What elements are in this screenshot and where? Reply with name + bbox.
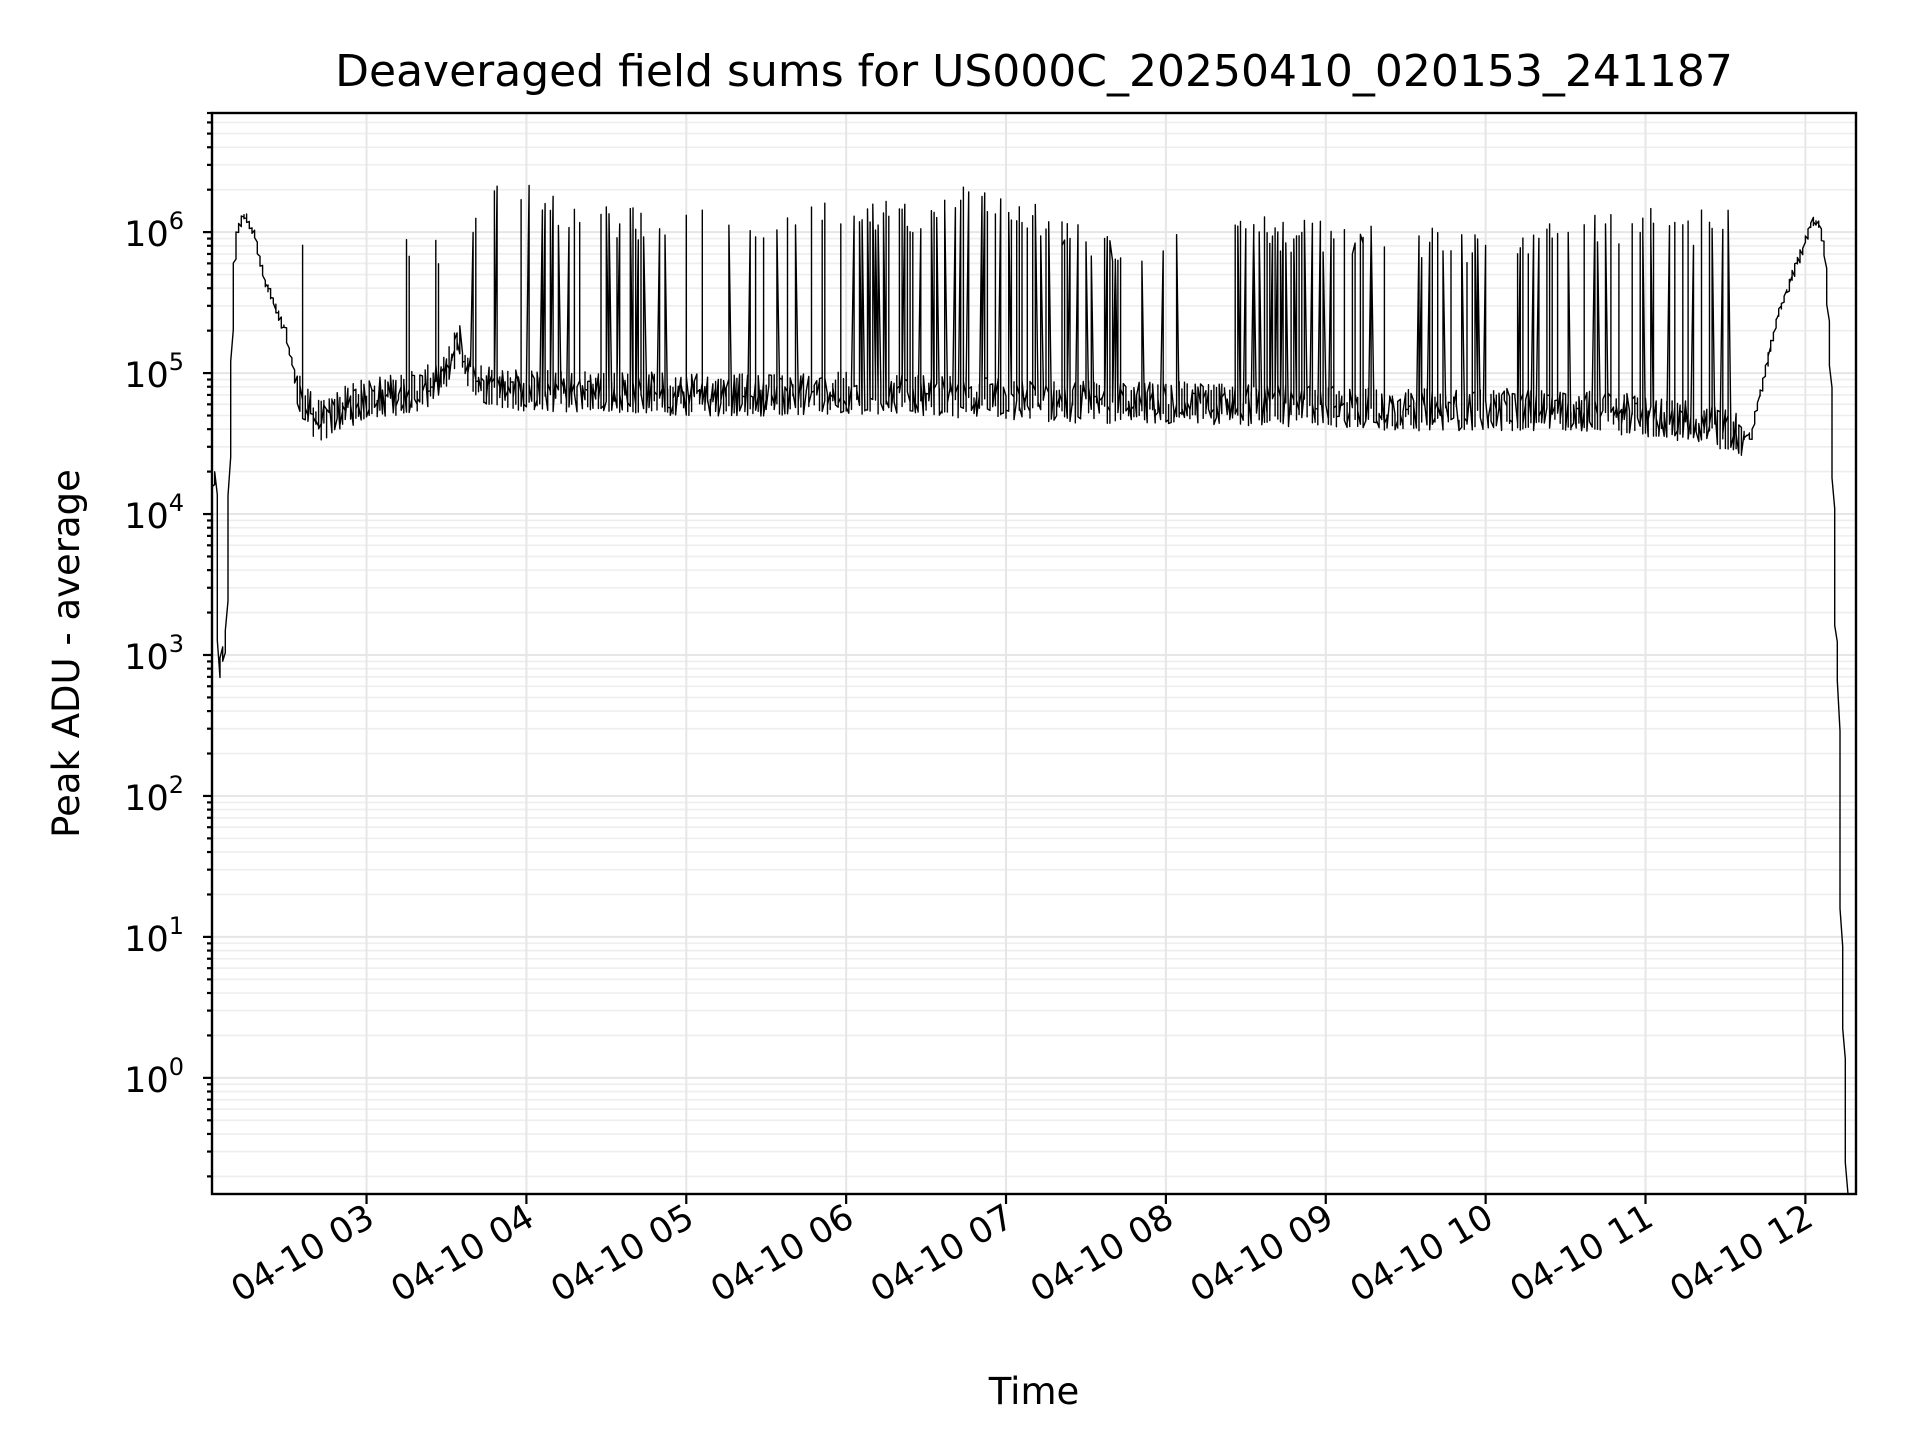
y-tick-exponent: 6 <box>169 207 184 235</box>
y-tick-base: 10 <box>124 356 169 396</box>
y-tick-base: 10 <box>124 920 169 960</box>
y-tick-label: 103 <box>124 630 184 678</box>
series-line <box>211 184 1849 1195</box>
x-tick-label: 04-10 05 <box>544 1197 700 1310</box>
y-tick-base: 10 <box>124 215 169 255</box>
y-tick-exponent: 1 <box>169 912 184 940</box>
y-tick-base: 10 <box>124 779 169 819</box>
x-axis-ticks: 04-10 03 04-10 04 04-10 05 04-10 06 04-10 07… <box>225 1194 1820 1310</box>
y-tick-label: 105 <box>124 348 184 396</box>
y-tick-base: 10 <box>124 638 169 678</box>
y-tick-base: 10 <box>124 497 169 537</box>
y-tick-label: 101 <box>124 912 184 960</box>
x-tick-label: 04-10 10 <box>1344 1197 1500 1310</box>
x-tick-label: 04-10 07 <box>864 1197 1020 1310</box>
y-tick-exponent: 0 <box>169 1053 184 1081</box>
x-tick-label: 04-10 12 <box>1664 1197 1820 1310</box>
y-tick-base: 10 <box>124 1061 169 1101</box>
y-tick-exponent: 2 <box>169 771 184 799</box>
x-tick-label: 04-10 03 <box>225 1197 381 1310</box>
y-tick-label: 100 <box>124 1053 184 1101</box>
x-tick-label: 04-10 11 <box>1504 1197 1660 1310</box>
y-tick-exponent: 4 <box>169 489 184 517</box>
y-tick-exponent: 3 <box>169 630 184 658</box>
plot-frame <box>210 111 1858 1196</box>
x-tick-label: 04-10 08 <box>1024 1197 1180 1310</box>
x-tick-label: 04-10 04 <box>385 1197 541 1310</box>
series-layer <box>211 184 1849 1195</box>
y-tick-label: 106 <box>124 207 184 255</box>
x-tick-label: 04-10 06 <box>704 1197 860 1310</box>
x-tick-label: 04-10 09 <box>1184 1197 1340 1310</box>
x-axis-label: Time <box>988 1370 1080 1413</box>
y-tick-label: 104 <box>124 489 184 537</box>
y-axis-label: Peak ADU - average <box>45 469 88 838</box>
y-tick-exponent: 5 <box>169 348 184 376</box>
grid <box>212 112 1856 1194</box>
y-tick-label: 102 <box>124 771 184 819</box>
chart-title: Deaveraged field sums for US000C_2025041… <box>335 46 1733 97</box>
